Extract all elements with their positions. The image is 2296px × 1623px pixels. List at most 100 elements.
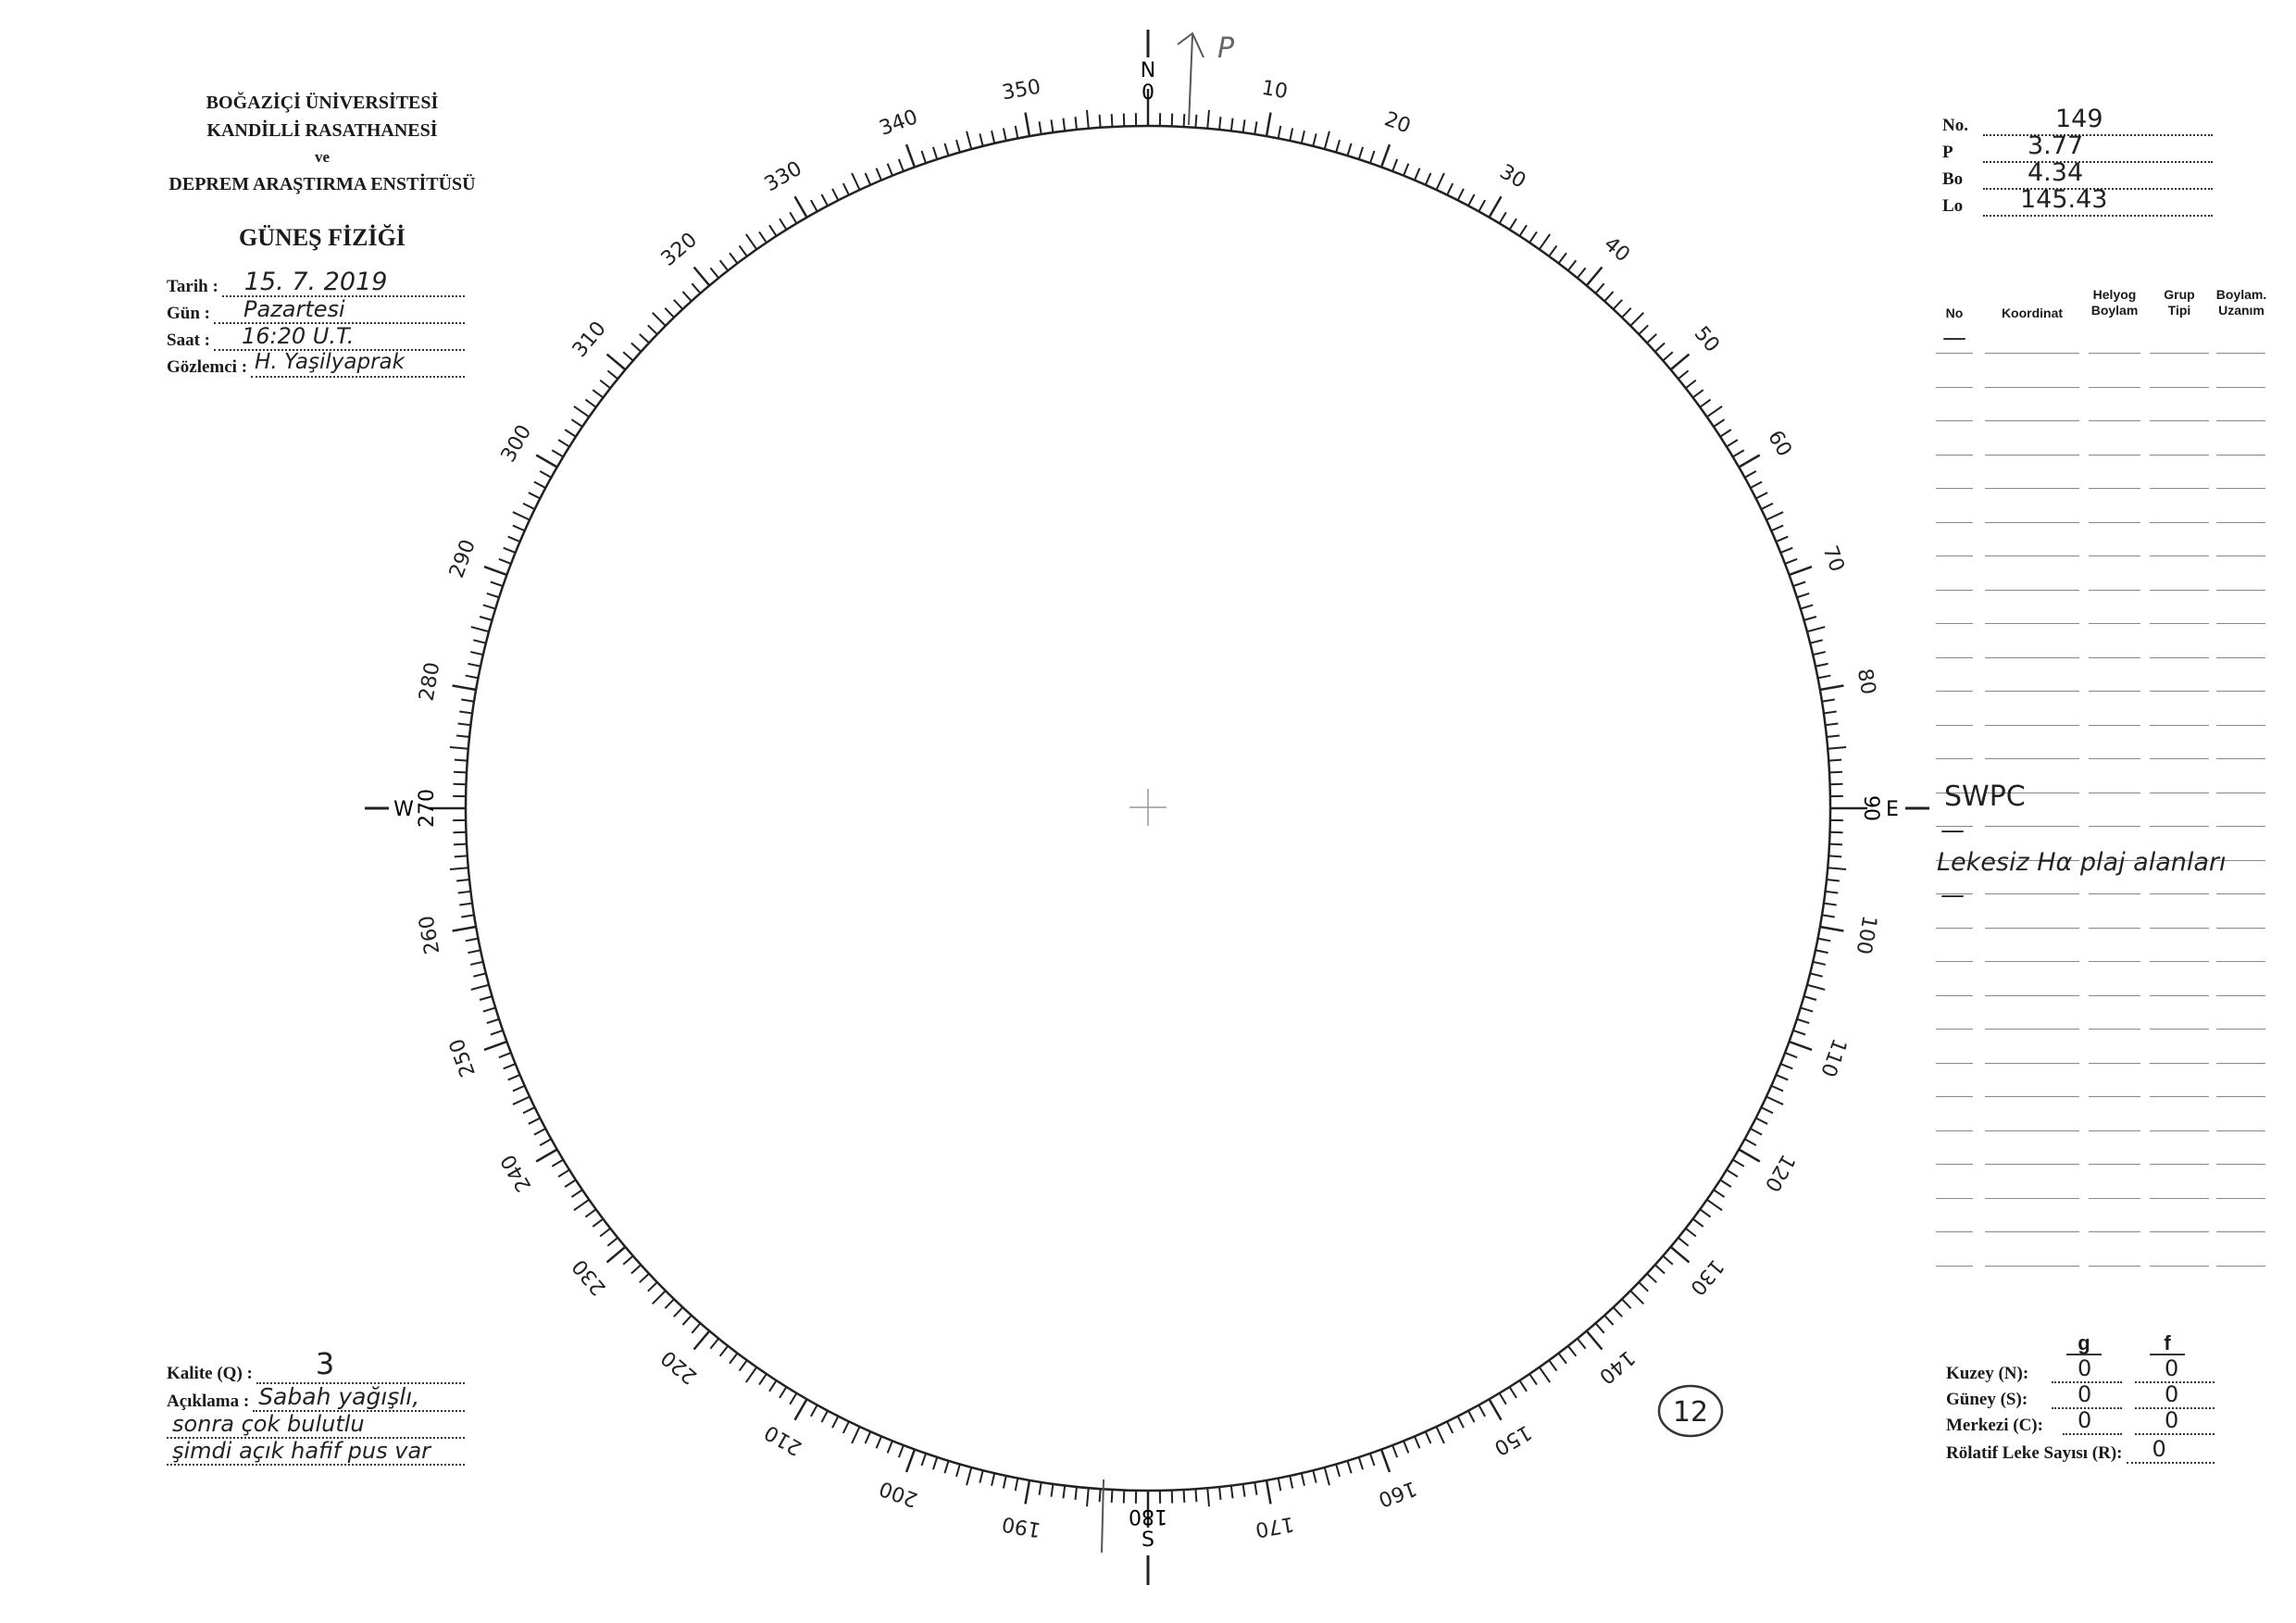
comment-field[interactable]: sonra çok bulutlu [167,1413,465,1439]
degree-label: 310 [568,318,611,362]
date-field[interactable]: Tarih : 15. 7. 2019 [167,269,465,297]
degree-tick [1826,734,1840,738]
degree-tick [1678,1237,1690,1247]
day-field[interactable]: Gün : Pazartesi [167,298,465,324]
degree-tick [1467,1410,1476,1423]
table-row-line [1936,1062,1973,1064]
table-row-line [1985,961,2079,962]
degree-tick [1086,1488,1090,1507]
degree-tick [535,1148,558,1163]
degree-tick [1796,592,1810,599]
comment-label: Açıklama : [167,1392,250,1411]
degree-tick [1815,949,1828,955]
degree-tick [1335,1464,1341,1478]
south-spots-field[interactable]: 0 [2131,1383,2215,1409]
degree-tick [979,1469,984,1483]
degree-tick [473,639,487,644]
degree-tick [886,163,893,177]
degree-tick [768,224,778,237]
degree-label: 230 [568,1255,611,1299]
degree-tick [468,949,481,955]
center-spots-field[interactable]: 0 [2131,1409,2215,1435]
degree-tick [1828,770,1843,774]
relative-count-field[interactable]: Rölatif Leke Sayısı (R): 0 [1946,1438,2215,1464]
west-label: W [393,798,414,821]
table-row-line [2089,1130,2140,1131]
time-field[interactable]: Saat : 16:20 U.T. [167,325,465,351]
table-row-line [2150,1062,2209,1064]
degree-tick [498,1052,512,1059]
degree-tick [564,429,577,438]
number-field[interactable]: No. 149 [1942,106,2213,136]
degree-tick [1182,1489,1186,1504]
degree-tick [789,211,798,224]
table-row-line [2216,961,2265,962]
degree-tick [539,1138,552,1146]
quality-label: Kalite (Q) : [167,1364,253,1383]
bo-field[interactable]: Bo 4.34 [1942,160,2213,190]
table-row-line [1936,1164,1973,1165]
degree-tick [966,131,973,150]
degree-tick [452,684,477,692]
degree-tick [1669,1245,1691,1264]
table-row-line [1985,488,2079,489]
table-row-line [2216,1062,2265,1064]
p-field[interactable]: P 3.77 [1942,133,2213,163]
degree-tick [1726,1168,1739,1178]
degree-tick [1508,1386,1517,1399]
table-row-line [1985,420,2079,421]
lo-label: Lo [1942,196,1964,216]
table-row-line [1985,589,2079,591]
col-header-no: No [1945,306,1964,320]
degree-tick [490,1029,504,1036]
degree-tick [1699,1208,1712,1218]
degree-tick [592,389,605,399]
degree-tick [1776,535,1789,543]
table-row-line [2216,1029,2265,1030]
quality-field[interactable]: Kalite (Q) :3 [167,1349,465,1384]
degree-tick [1784,557,1798,565]
number-label: No. [1942,116,1968,135]
table-row-line [2089,1265,2140,1267]
center-spots-value: 0 [2165,1407,2179,1433]
degree-tick [1713,418,1726,428]
degree-tick [639,333,650,344]
degree-tick [1062,1485,1067,1499]
degree-tick [570,418,583,428]
degree-tick [452,925,477,932]
degree-tick [1098,1489,1102,1503]
observer-value: H. Yaşilyaprak [255,349,405,374]
degree-tick [1557,252,1567,265]
south-count-label: Güney (S): [1946,1390,2028,1409]
degree-tick [1435,172,1445,191]
degree-tick [1206,109,1210,129]
bo-value: 4.34 [2028,157,2084,187]
north-spots-field[interactable]: 0 [2131,1357,2215,1383]
degree-tick [1478,199,1486,212]
table-row-line [1985,893,2079,894]
comment-field[interactable]: şimdi açık hafif pus var [167,1440,465,1466]
observer-field[interactable]: Gözlemci : H. Yaşilyaprak [167,351,465,378]
center-groups-field[interactable]: 0 [2059,1409,2122,1435]
degree-tick [522,502,536,510]
observer-label: Gözlemci : [167,357,248,377]
table-row-line [1936,724,1973,726]
table-row-line [2216,893,2265,894]
degree-tick [1357,146,1365,160]
degree-tick [1789,565,1813,577]
table-entry: — [1942,324,1966,352]
degree-tick [528,1117,541,1125]
lo-field[interactable]: Lo 145.43 [1942,187,2213,217]
south-groups-field[interactable]: 0 [2048,1383,2122,1409]
north-groups-field[interactable]: 0 [2048,1357,2122,1383]
degree-tick [1548,244,1558,257]
table-row-line [2216,927,2265,929]
table-row-line [2150,521,2209,523]
degree-tick [1038,121,1042,135]
table-row-line [2150,691,2209,692]
degree-tick [454,855,468,858]
degree-tick [1379,1449,1391,1473]
comment-field[interactable]: Açıklama : Sabah yağışlı, [167,1385,465,1412]
table-row-line [2150,589,2209,591]
degree-tick [709,267,719,279]
